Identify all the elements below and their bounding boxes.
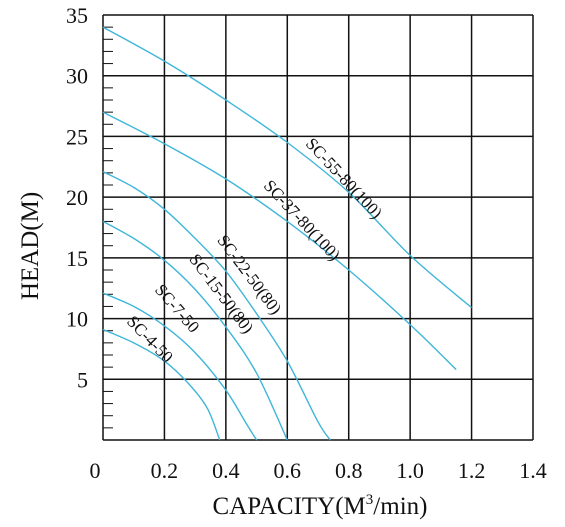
y-tick-label: 25 bbox=[66, 124, 88, 149]
x-tick-label: 0.8 bbox=[335, 458, 363, 483]
x-tick-label: 1.0 bbox=[396, 458, 424, 483]
series-line bbox=[102, 220, 288, 441]
y-tick-label: 5 bbox=[77, 367, 88, 392]
x-tick-label: 1.4 bbox=[519, 458, 547, 483]
chart-series-group bbox=[102, 26, 473, 441]
series-line bbox=[102, 170, 331, 441]
series-label: SC-4-50 bbox=[123, 312, 177, 367]
x-axis-tick-labels: 0 0.2 0.4 0.6 0.8 1.0 1.2 1.4 bbox=[90, 458, 547, 483]
series-line bbox=[102, 111, 457, 371]
y-tick-label: 35 bbox=[66, 3, 88, 28]
series-line bbox=[102, 292, 258, 441]
x-tick-label: 0.6 bbox=[274, 458, 302, 483]
y-tick-label: 10 bbox=[66, 307, 88, 332]
x-tick-label: 1.2 bbox=[458, 458, 486, 483]
series-line bbox=[102, 328, 221, 441]
chart-grid bbox=[102, 14, 534, 441]
x-axis-title-tail: /min) bbox=[373, 493, 427, 520]
y-axis-tick-labels: 5 10 15 20 25 30 35 bbox=[66, 3, 88, 392]
y-tick-label: 30 bbox=[66, 64, 88, 89]
x-tick-label: 0.2 bbox=[151, 458, 179, 483]
series-line bbox=[102, 26, 473, 309]
y-tick-label: 15 bbox=[66, 246, 88, 271]
y-tick-label: 20 bbox=[66, 185, 88, 210]
series-label: SC-55-80(100) bbox=[302, 134, 386, 222]
x-tick-label: 0.4 bbox=[212, 458, 240, 483]
series-label-group: SC-55-80(100)SC-37-80(100)SC-22-50(80)SC… bbox=[123, 134, 386, 366]
series-label: SC-37-80(100) bbox=[260, 176, 344, 264]
y-axis-title: HEAD(M) bbox=[17, 192, 44, 300]
x-axis-title-superscript: 3 bbox=[366, 492, 374, 508]
x-axis-title-main: CAPACITY(M bbox=[213, 493, 366, 520]
x-axis-title: CAPACITY(M3/min) bbox=[213, 492, 428, 520]
x-tick-label: 0 bbox=[90, 458, 101, 483]
